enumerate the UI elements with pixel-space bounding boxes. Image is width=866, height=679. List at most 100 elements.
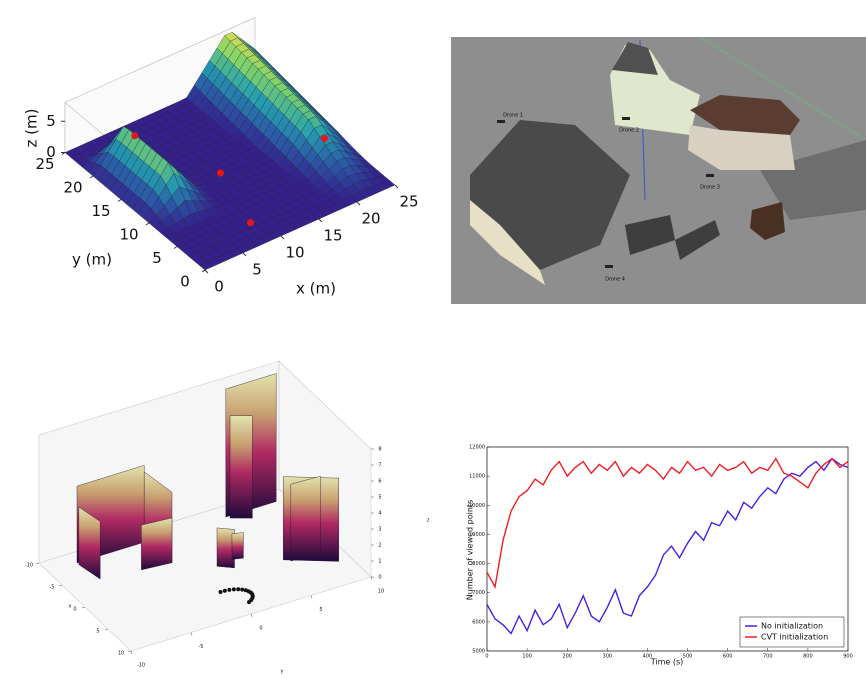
y-tick-label: 5 [152,249,162,267]
y-tick [201,269,206,273]
waypoint [321,135,328,142]
point-cloud-dot [218,589,223,594]
waypoint [217,169,224,177]
x-tick-label: 25 [399,193,418,211]
drone-icon [497,120,505,123]
y-axis-label: y [281,669,284,675]
sim-house-roof [690,95,800,135]
y-tick-label: 20 [63,179,82,197]
point-cloud-block [78,506,101,580]
drone-icon [622,117,630,120]
z-tick-label: 7 [378,463,381,469]
point-cloud-dot [222,588,227,593]
y-tick-label: 9000 [472,532,485,538]
y-tick-label: -5 [199,644,204,650]
y-tick [145,222,150,226]
sim-house-wall [470,200,545,285]
sim-axis [699,36,866,141]
x-tick [356,201,361,206]
point-cloud-dot [227,587,232,592]
x-tick [58,584,63,587]
x-tick-label: 500 [683,654,693,660]
x-tick [242,252,247,257]
x-tick-label: 0 [73,607,76,613]
point-cloud-block [290,475,321,562]
x-tick-label: 5 [252,261,262,279]
x-tick-label: 5 [96,629,99,635]
x-tick-label: 300 [603,654,613,660]
x-tick-label: 800 [803,654,813,660]
x-tick [127,650,132,653]
x-tick [104,628,109,631]
y-tick [250,613,253,618]
drones [497,117,714,268]
y-tick [370,576,373,581]
x-tick [280,235,285,240]
sim-house-wall [688,125,795,170]
x-tick-label: 600 [723,654,733,660]
legend-label: No initialization [761,622,823,631]
sim-stairs [750,202,785,240]
y-tick-label: 0 [180,273,190,291]
point-cloud-dot [243,588,248,593]
z-tick-label: 5 [378,495,381,501]
z-tick-label: 1 [378,559,381,565]
y-tick-label: 7000 [472,590,485,596]
data-line [486,457,849,589]
surface-patch [199,261,213,271]
x-tick-label: 400 [643,654,653,660]
point-cloud-block [229,415,253,519]
waypoint [247,219,254,227]
y-tick [310,595,313,599]
x-tick-label: 700 [763,654,773,660]
y-tick-label: 15 [91,202,110,220]
sim-house-roof [470,120,630,270]
x-tick [204,269,209,274]
x-axis-label: x (m) [296,280,336,298]
y-tick [190,632,193,636]
z-axis-label: z (m) [23,109,41,148]
pointcloud-plot: -10 -5 0 5 10 -10 -5 0 5 10 0 1 2 3 4 5 6 7 8 [25,360,384,669]
point-cloud-block [216,527,235,569]
x-tick [394,184,399,189]
x-tick-label: 10 [118,651,124,657]
y-tick [89,175,94,179]
data-line [486,457,849,635]
x-tick [318,218,323,223]
x-tick-label: 20 [361,210,380,228]
legend-box [739,616,845,648]
point-cloud-block [141,517,173,571]
drone-icon [706,174,714,177]
x-tick-label: 900 [843,654,853,660]
z-tick-label: 2 [378,543,381,549]
drone-label: Drone 3 [700,185,720,191]
y-tick-label: 10000 [469,503,485,509]
drone-label: Drone 2 [619,128,639,134]
legend-label: CVT initialization [761,633,828,642]
x-tick-label: 10 [285,244,304,262]
x-tick-label: -10 [25,563,33,569]
y-tick-label: 10 [119,226,138,244]
y-axis-label: y (m) [72,251,112,269]
y-axis-label: Number of viewed points [466,500,475,600]
z-tick-label: 0 [46,143,56,161]
y-tick-label: 5 [319,607,322,613]
y-tick-label: 10 [378,589,384,595]
x-tick-label: 0 [214,278,224,296]
z-tick-label: 6 [378,479,381,485]
drone-label: Drone 1 [503,113,523,119]
y-tick [130,650,133,655]
z-tick-label: 4 [378,511,381,517]
y-tick-label: 6000 [472,619,485,625]
drone-label: Drone 4 [605,277,625,283]
sim-house-roof [612,42,658,75]
point-cloud-dot [240,587,245,592]
x-tick [81,606,86,609]
sim-bench [625,215,675,255]
y-tick-label: 0 [259,626,262,632]
z-tick-label: 0 [378,575,381,581]
z-tick-label: 3 [378,527,381,533]
y-tick-label: 5000 [472,649,485,655]
